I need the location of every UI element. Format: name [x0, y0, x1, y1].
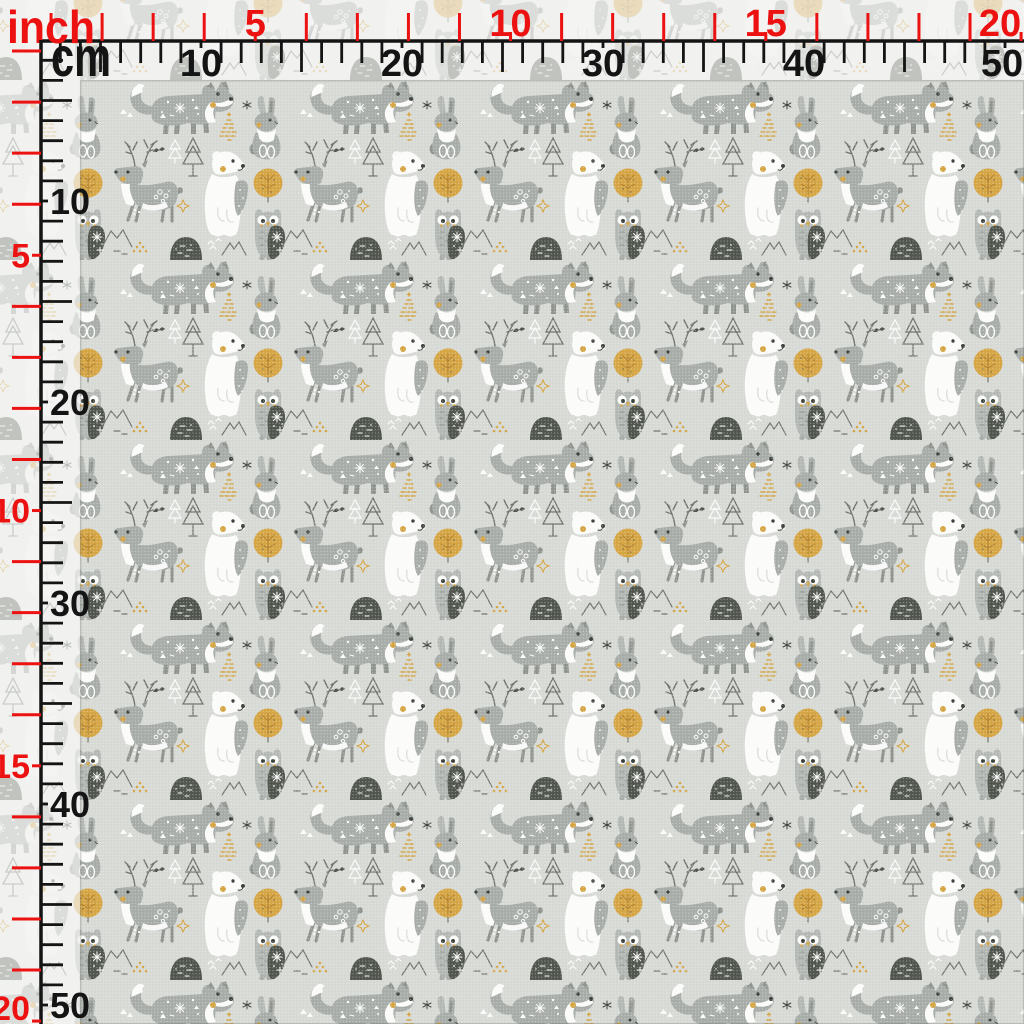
left-inch-number: 20 [0, 990, 30, 1024]
top-cm-number: 30 [582, 43, 624, 85]
left-ruler: 5 10 15 20 10 20 30 40 50 [0, 40, 90, 1024]
top-cm-number: 40 [783, 43, 825, 85]
top-cm-number: 10 [180, 43, 222, 85]
top-inch-number: 15 [745, 3, 787, 45]
left-cm-number: 40 [50, 784, 90, 825]
left-cm-number: 10 [50, 181, 90, 222]
top-cm-ticks: 10 20 30 40 50 [58, 42, 1023, 85]
fabric-weave-texture [80, 80, 1024, 1024]
left-cm-ticks: 10 20 30 40 50 [42, 58, 90, 1024]
top-inch-number: 5 [245, 3, 266, 45]
top-inch-number: 20 [979, 3, 1021, 45]
left-cm-number: 20 [50, 382, 90, 423]
left-inch-number: 5 [11, 237, 30, 275]
top-inch-number: 10 [489, 3, 531, 45]
top-cm-number: 20 [381, 43, 423, 85]
top-cm-number: 50 [981, 43, 1023, 85]
top-ruler: 5 10 15 20 10 20 30 40 50 inch cm [7, 1, 1024, 88]
top-inch-ticks: 5 10 15 20 [49, 3, 1023, 45]
left-inch-number: 10 [0, 493, 30, 531]
left-inch-ticks: 5 10 15 20 [0, 49, 41, 1024]
left-cm-number: 30 [50, 583, 90, 624]
left-cm-number: 50 [50, 985, 90, 1024]
cm-label: cm [51, 25, 111, 88]
left-inch-number: 15 [0, 748, 30, 786]
fabric-swatch [79, 79, 1024, 1024]
inch-label: inch [7, 1, 95, 53]
